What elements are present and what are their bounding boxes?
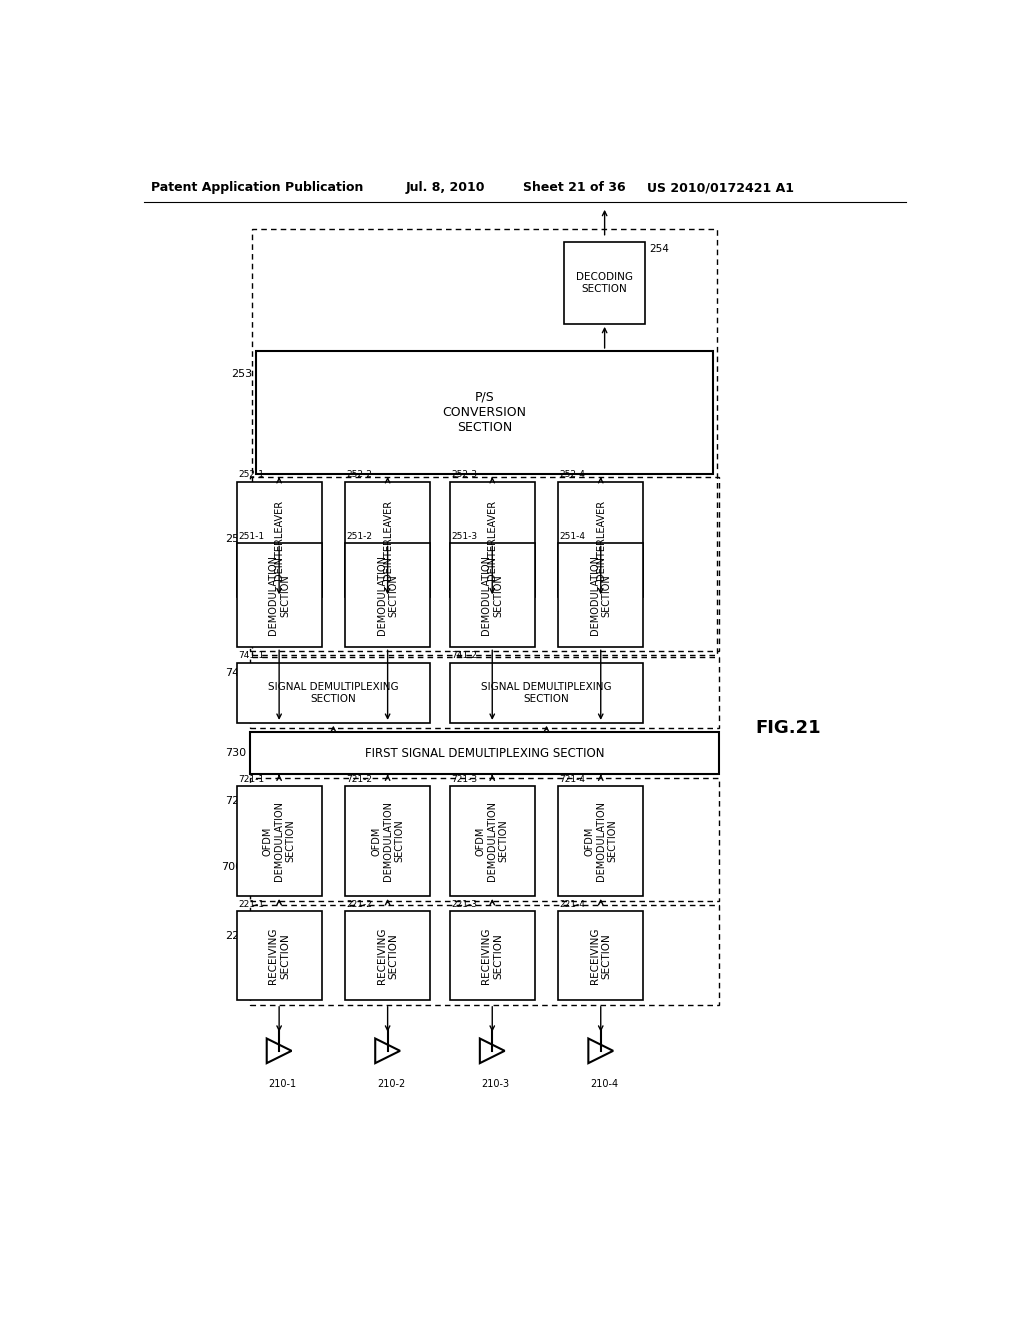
Text: 700: 700 (221, 862, 243, 871)
Bar (345, 785, 430, 896)
Bar (237, 544, 322, 647)
Text: DEMODULATION
SECTION: DEMODULATION SECTION (377, 556, 398, 635)
Text: OFDM
DEMODULATION
SECTION: OFDM DEMODULATION SECTION (371, 801, 404, 880)
Bar (251, 733, 719, 775)
Text: DEINTERLEAVER: DEINTERLEAVER (274, 499, 284, 579)
Text: DEINTERLEAVER: DEINTERLEAVER (487, 499, 498, 579)
Text: P/S
CONVERSION
SECTION: P/S CONVERSION SECTION (442, 391, 526, 434)
Text: 210-2: 210-2 (377, 1078, 406, 1089)
Text: 721-2: 721-2 (346, 775, 373, 784)
Text: DEMODULATION
SECTION: DEMODULATION SECTION (590, 556, 611, 635)
Text: 210-1: 210-1 (268, 1078, 296, 1089)
Bar (237, 911, 322, 1001)
Text: 252-4: 252-4 (560, 470, 586, 479)
Text: 221-1: 221-1 (238, 900, 264, 909)
Text: 252-3: 252-3 (452, 470, 477, 479)
Text: SIGNAL DEMULTIPLEXING
SECTION: SIGNAL DEMULTIPLEXING SECTION (481, 682, 611, 704)
Bar (251, 657, 719, 729)
Bar (251, 478, 719, 651)
Bar (251, 906, 719, 1006)
Text: FIG.21: FIG.21 (756, 719, 821, 737)
Text: OFDM
DEMODULATION
SECTION: OFDM DEMODULATION SECTION (476, 801, 509, 880)
Bar (450, 482, 535, 598)
Text: 721-3: 721-3 (452, 775, 477, 784)
Text: 251-1: 251-1 (238, 532, 264, 541)
Text: Sheet 21 of 36: Sheet 21 of 36 (523, 181, 626, 194)
Text: DEMODULATION
SECTION: DEMODULATION SECTION (481, 556, 503, 635)
Bar (237, 663, 430, 723)
Text: 721-4: 721-4 (560, 775, 586, 784)
Bar (345, 911, 430, 1001)
Text: 252-1: 252-1 (238, 470, 264, 479)
Bar (450, 785, 535, 896)
Text: 251-3: 251-3 (452, 532, 477, 541)
Text: FIRST SIGNAL DEMULTIPLEXING SECTION: FIRST SIGNAL DEMULTIPLEXING SECTION (365, 747, 604, 760)
Text: 730: 730 (225, 748, 247, 758)
Bar (450, 544, 535, 647)
Bar (558, 482, 643, 598)
Text: RECEIVING
SECTION: RECEIVING SECTION (590, 928, 611, 983)
Text: OFDM
DEMODULATION
SECTION: OFDM DEMODULATION SECTION (584, 801, 617, 880)
Text: 251-2: 251-2 (346, 532, 373, 541)
Text: DEINTERLEAVER: DEINTERLEAVER (383, 499, 392, 579)
Text: 741-2: 741-2 (452, 652, 477, 660)
Text: DEINTERLEAVER: DEINTERLEAVER (596, 499, 606, 579)
Text: 720: 720 (225, 796, 247, 807)
Text: 252-2: 252-2 (346, 470, 373, 479)
Text: RECEIVING
SECTION: RECEIVING SECTION (481, 928, 503, 983)
Text: DEMODULATION
SECTION: DEMODULATION SECTION (268, 556, 290, 635)
Text: US 2010/0172421 A1: US 2010/0172421 A1 (647, 181, 795, 194)
Text: 251-4: 251-4 (560, 532, 586, 541)
Bar (450, 663, 643, 723)
Text: 210-3: 210-3 (481, 1078, 510, 1089)
Text: RECEIVING
SECTION: RECEIVING SECTION (268, 928, 290, 983)
Bar (256, 351, 713, 474)
Bar (237, 482, 322, 598)
Text: DECODING
SECTION: DECODING SECTION (577, 272, 633, 293)
Text: 741-1: 741-1 (238, 652, 264, 660)
Bar (564, 242, 645, 323)
Text: 220: 220 (225, 931, 247, 941)
Bar (558, 911, 643, 1001)
Text: 221-4: 221-4 (560, 900, 586, 909)
Bar (237, 785, 322, 896)
Bar (251, 779, 719, 902)
Bar (345, 544, 430, 647)
Text: 221-2: 221-2 (346, 900, 373, 909)
Text: 210-4: 210-4 (590, 1078, 618, 1089)
Text: 254: 254 (649, 244, 669, 255)
Bar (450, 911, 535, 1001)
Bar (558, 785, 643, 896)
Text: 740: 740 (225, 668, 247, 677)
Text: 721-1: 721-1 (238, 775, 264, 784)
Text: SIGNAL DEMULTIPLEXING
SECTION: SIGNAL DEMULTIPLEXING SECTION (268, 682, 398, 704)
Text: Patent Application Publication: Patent Application Publication (152, 181, 364, 194)
Bar (558, 544, 643, 647)
Text: 221-3: 221-3 (452, 900, 477, 909)
Text: 250: 250 (225, 533, 247, 544)
Text: Jul. 8, 2010: Jul. 8, 2010 (406, 181, 485, 194)
Text: 253: 253 (230, 370, 252, 379)
Text: RECEIVING
SECTION: RECEIVING SECTION (377, 928, 398, 983)
Text: OFDM
DEMODULATION
SECTION: OFDM DEMODULATION SECTION (262, 801, 296, 880)
Bar (345, 482, 430, 598)
Bar (252, 230, 717, 655)
